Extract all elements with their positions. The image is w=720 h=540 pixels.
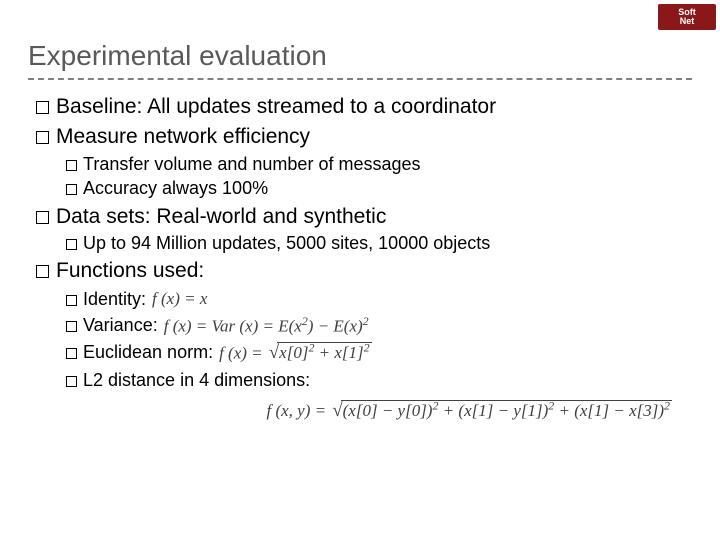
euclid-formula: f (x) = x[0]2 + x[1]2: [219, 341, 372, 366]
bullet-accuracy: Accuracy always 100%: [66, 177, 692, 200]
functions-text: Functions used:: [56, 259, 204, 282]
l2-formula-row: f (x, y) = (x[0] − y[0])2 + (x[1] − y[1]…: [28, 398, 672, 422]
square-bullet-icon: [66, 295, 77, 306]
logo-bottom: Net: [680, 17, 695, 26]
measure-text: Measure network efficiency: [56, 125, 310, 148]
accuracy-text: Accuracy always 100%: [83, 178, 268, 198]
square-bullet-icon: [36, 131, 49, 144]
square-bullet-icon: [36, 265, 49, 278]
bullet-datasets: Data sets: Real-world and synthetic: [36, 204, 692, 230]
bullet-measure: Measure network efficiency: [36, 124, 692, 150]
baseline-label: Baseline:: [56, 95, 142, 118]
square-bullet-icon: [66, 184, 77, 195]
square-bullet-icon: [66, 376, 77, 387]
square-bullet-icon: [66, 160, 77, 171]
up-text: Up to 94 Million updates, 5000 sites, 10…: [83, 233, 490, 253]
bullet-variance: Variance: f (x) = Var (x) = E(x2) − E(x)…: [66, 314, 692, 338]
bullet-euclidean: Euclidean norm: f (x) = x[0]2 + x[1]2: [66, 341, 692, 366]
title-divider: [28, 78, 692, 80]
euclid-label: Euclidean norm:: [83, 342, 213, 362]
slide: Soft Net Experimental evaluation Baselin…: [0, 0, 720, 540]
bullet-l2: L2 distance in 4 dimensions:: [66, 369, 692, 392]
page-title: Experimental evaluation: [28, 40, 692, 72]
bullet-transfer: Transfer volume and number of messages: [66, 153, 692, 176]
bullet-baseline: Baseline: All updates streamed to a coor…: [36, 94, 692, 120]
transfer-text: Transfer volume and number of messages: [83, 154, 421, 174]
identity-label: Identity:: [83, 289, 146, 309]
bullet-identity: Identity: f (x) = x: [66, 288, 692, 311]
square-bullet-icon: [36, 211, 49, 224]
variance-formula: f (x) = Var (x) = E(x2) − E(x)2: [164, 314, 369, 338]
square-bullet-icon: [66, 239, 77, 250]
l2-label: L2 distance in 4 dimensions:: [83, 370, 310, 390]
l2-formula: f (x, y) = (x[0] − y[0])2 + (x[1] − y[1]…: [267, 401, 673, 420]
datasets-text: Data sets: Real-world and synthetic: [56, 205, 386, 228]
identity-formula: f (x) = x: [152, 288, 207, 310]
softnet-logo: Soft Net: [658, 4, 716, 30]
bullet-up: Up to 94 Million updates, 5000 sites, 10…: [66, 232, 692, 255]
bullet-functions: Functions used:: [36, 258, 692, 284]
variance-label: Variance:: [83, 315, 158, 335]
square-bullet-icon: [66, 321, 77, 332]
square-bullet-icon: [66, 348, 77, 359]
baseline-text: All updates streamed to a coordinator: [142, 95, 496, 118]
square-bullet-icon: [36, 101, 49, 114]
